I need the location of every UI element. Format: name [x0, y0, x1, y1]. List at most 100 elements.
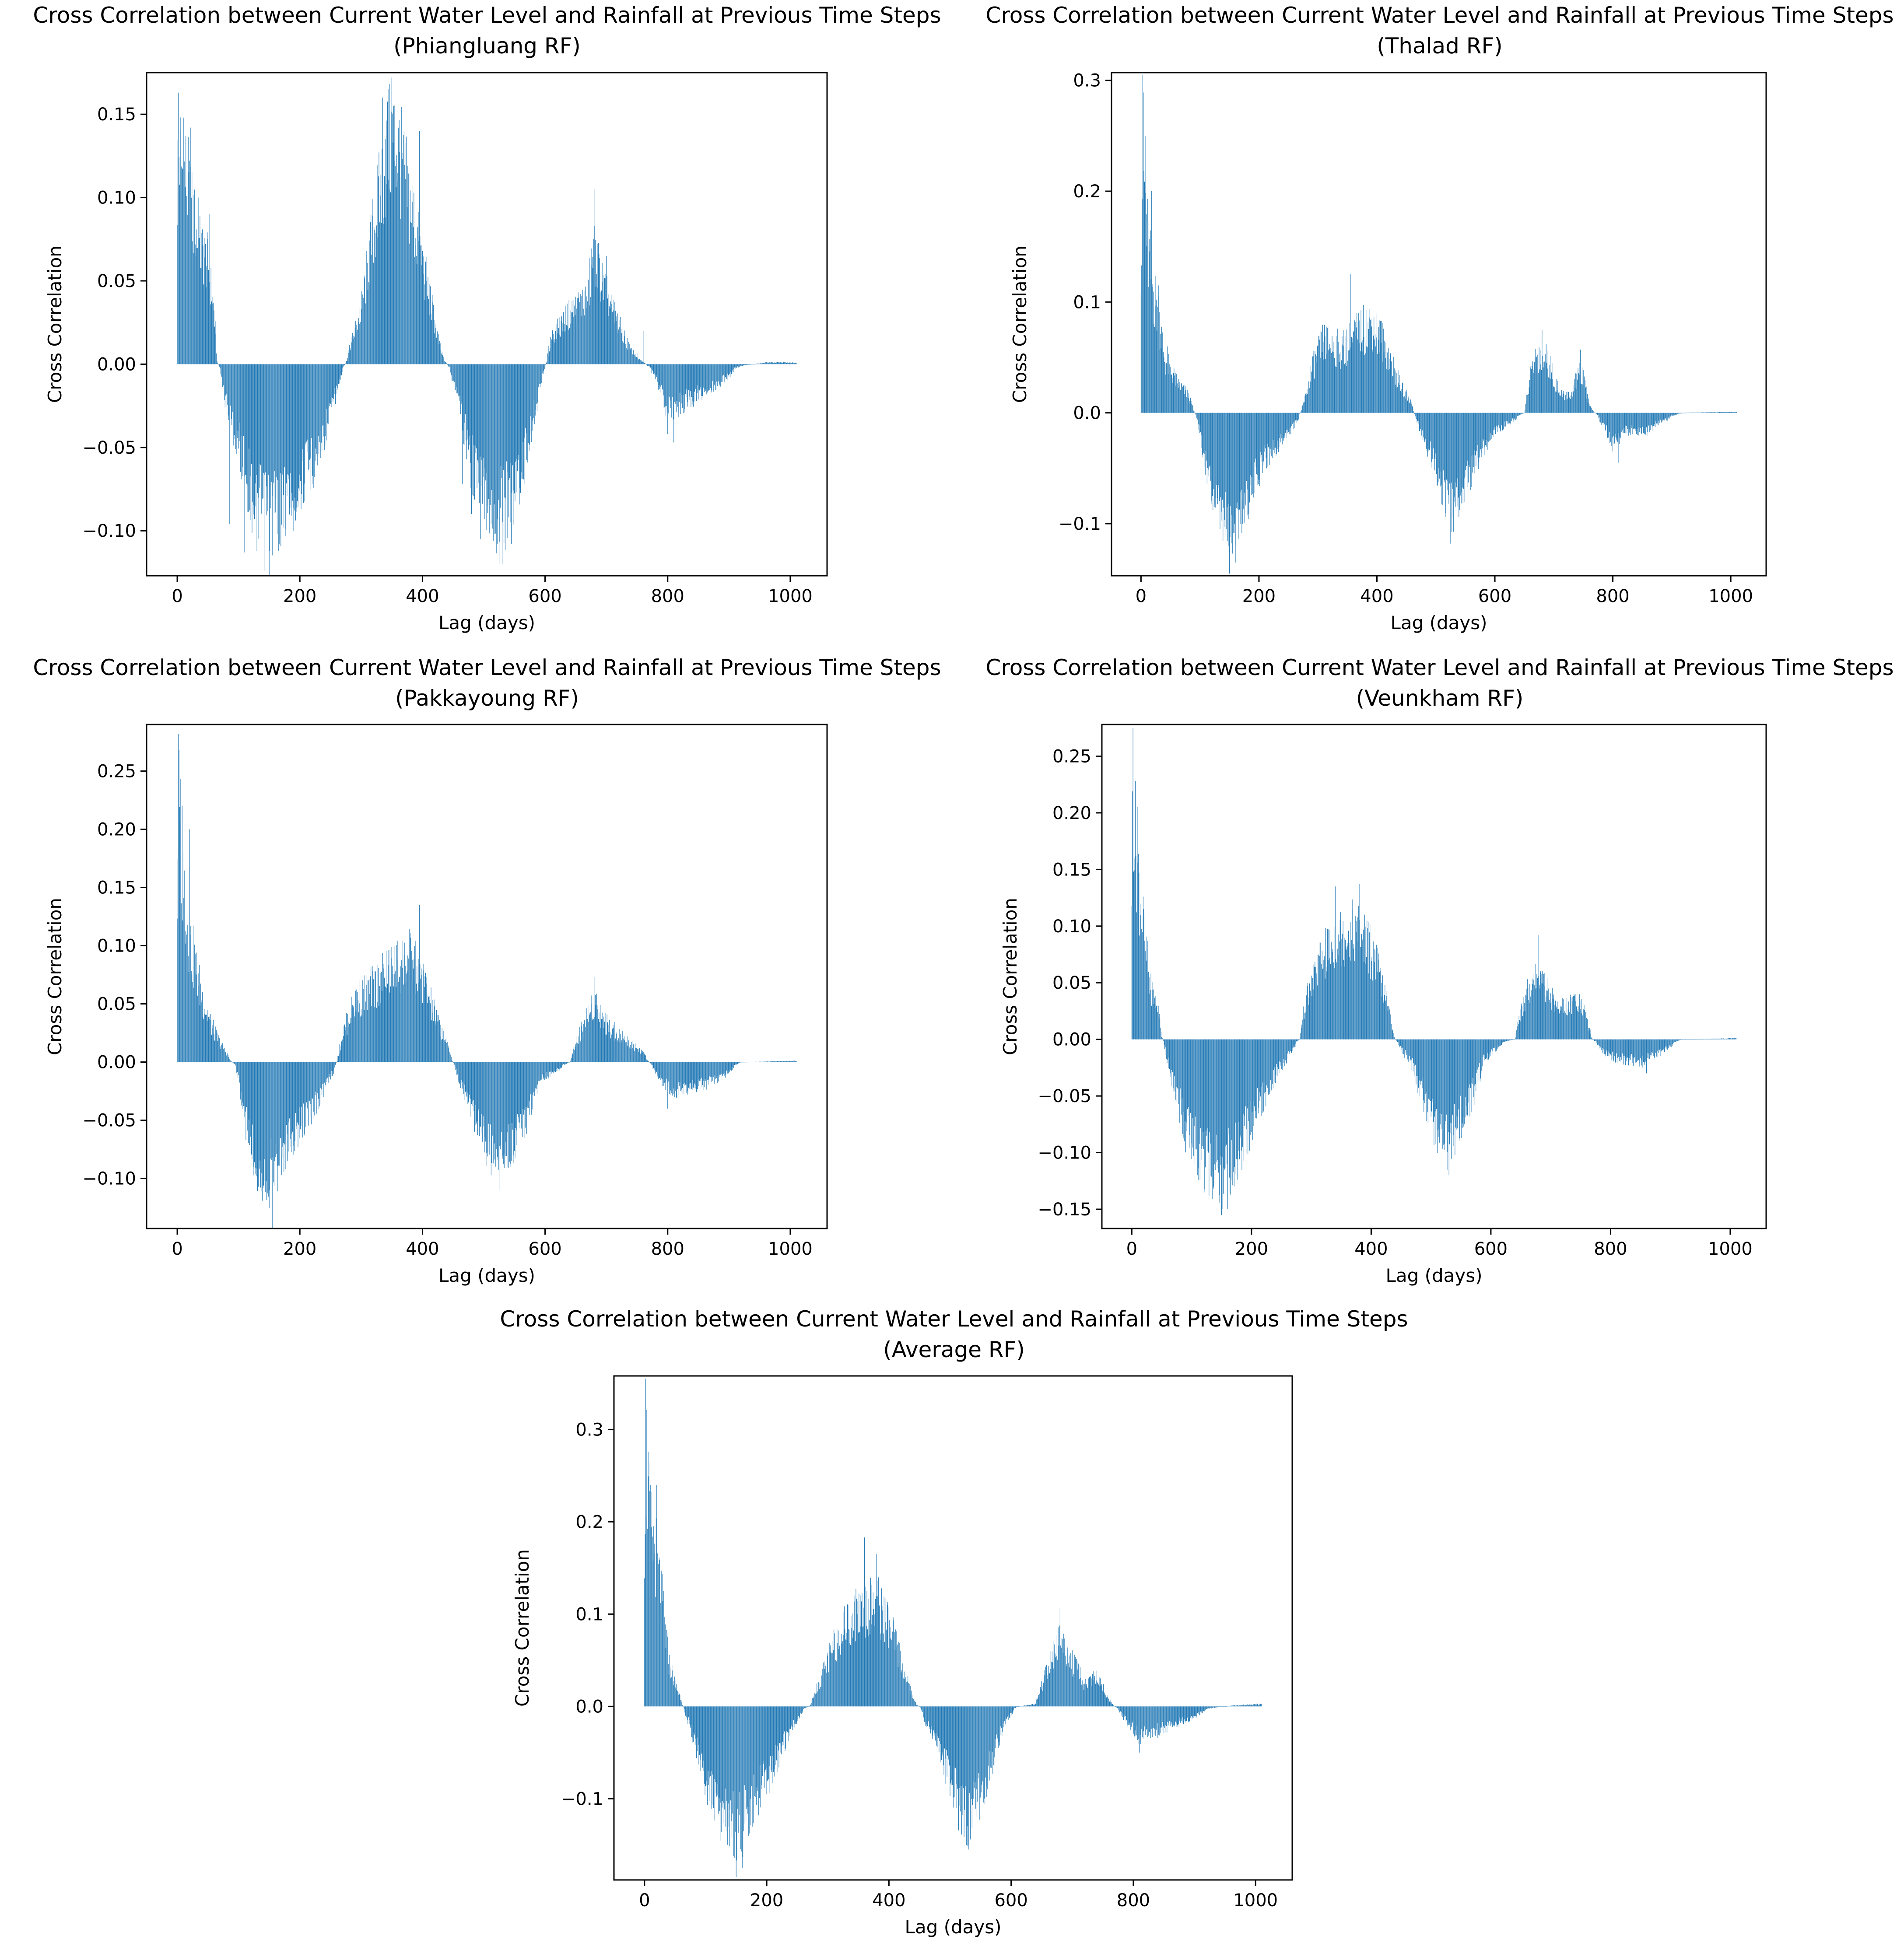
bar	[1423, 413, 1424, 438]
bar	[1729, 1038, 1730, 1040]
bar	[1156, 1006, 1157, 1040]
bar	[1291, 413, 1292, 426]
bar	[963, 1706, 964, 1788]
bar	[1427, 413, 1428, 457]
bar	[687, 1062, 688, 1092]
bar	[323, 364, 324, 437]
bar	[395, 166, 396, 364]
bar	[1566, 392, 1567, 413]
bar	[1597, 1039, 1598, 1045]
bar	[272, 1062, 273, 1228]
bar	[1007, 1706, 1008, 1717]
bar	[276, 1062, 277, 1154]
bar	[1631, 1039, 1632, 1054]
bar	[1324, 956, 1325, 1040]
bar	[1727, 1038, 1728, 1040]
bar	[529, 1062, 530, 1115]
bar	[845, 1639, 846, 1707]
bar	[778, 362, 779, 364]
bar	[291, 364, 292, 493]
bar	[1621, 413, 1622, 432]
bar	[1329, 344, 1330, 413]
bar	[368, 282, 369, 364]
bar	[249, 1062, 250, 1145]
bar	[561, 316, 562, 364]
bar	[904, 1671, 905, 1707]
bar	[560, 1062, 561, 1069]
bar	[1263, 413, 1264, 462]
bar	[630, 1045, 631, 1062]
bar	[1302, 1019, 1303, 1040]
bar	[662, 364, 663, 389]
bar	[1006, 1706, 1007, 1720]
bar	[193, 253, 194, 364]
bar	[1338, 342, 1339, 413]
bar	[919, 1706, 920, 1707]
bar	[196, 974, 197, 1062]
bar	[739, 1706, 740, 1816]
bar	[710, 1706, 711, 1777]
bar	[479, 1062, 480, 1136]
bar	[1646, 1039, 1647, 1074]
bar	[537, 364, 538, 403]
bar	[699, 1062, 700, 1081]
bar	[902, 1663, 903, 1707]
bar	[771, 1706, 772, 1772]
bar	[495, 364, 496, 534]
bar	[1203, 413, 1204, 453]
bar	[353, 336, 354, 364]
bar	[1259, 413, 1260, 486]
bar	[716, 1062, 717, 1078]
bar	[1343, 346, 1344, 413]
bar	[1604, 1039, 1605, 1054]
bar	[1731, 412, 1732, 413]
bar	[1712, 412, 1713, 413]
y-tick-label: 0.05	[1052, 973, 1091, 993]
bar	[1601, 1039, 1602, 1050]
bar	[1138, 854, 1139, 1040]
bar	[356, 325, 357, 364]
bar	[1073, 1674, 1074, 1707]
bar	[725, 1062, 726, 1078]
bar	[1480, 413, 1481, 449]
bar	[909, 1684, 910, 1707]
bar	[1149, 238, 1150, 413]
bar	[581, 1022, 582, 1062]
bar	[506, 1062, 507, 1156]
bar	[1698, 1039, 1699, 1040]
bar	[586, 1008, 587, 1062]
chart-title: Cross Correlation between Current Water …	[33, 655, 941, 680]
bar	[1628, 413, 1629, 436]
bar	[864, 1537, 865, 1707]
bar	[1415, 1039, 1416, 1065]
bar	[392, 966, 393, 1062]
bar	[498, 364, 499, 500]
bar	[729, 1062, 730, 1072]
bar	[734, 364, 735, 368]
bar	[1273, 413, 1274, 450]
bar	[199, 238, 200, 364]
bar	[905, 1677, 906, 1707]
bar	[607, 298, 608, 364]
bar	[574, 1050, 575, 1062]
bar	[1446, 413, 1447, 480]
bar	[1601, 413, 1602, 425]
bar	[466, 364, 467, 459]
bar	[926, 1706, 927, 1725]
bar	[907, 1681, 908, 1707]
bar	[1043, 1683, 1044, 1707]
bar	[908, 1683, 909, 1707]
bar	[1665, 413, 1666, 418]
bar	[367, 1010, 368, 1062]
bar	[984, 1706, 985, 1799]
bar	[681, 364, 682, 404]
bar	[1203, 1039, 1204, 1149]
bar	[1575, 373, 1576, 413]
bar	[724, 1706, 725, 1810]
bar	[672, 364, 673, 397]
bar	[555, 331, 556, 364]
bar	[911, 1690, 912, 1707]
bar	[1166, 1039, 1167, 1059]
bar	[733, 1706, 734, 1856]
bar	[1607, 1039, 1608, 1056]
